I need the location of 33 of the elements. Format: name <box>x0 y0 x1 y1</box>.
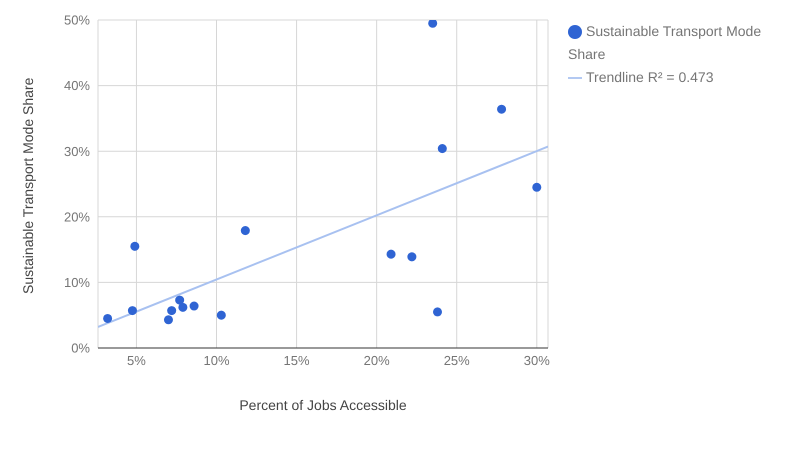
point <box>428 20 438 28</box>
point <box>386 250 396 259</box>
point <box>532 182 542 192</box>
y-tick-label: 20% <box>64 209 90 224</box>
legend-label: Sustainable Transport Mode Share <box>568 23 762 62</box>
x-tick-label: 20% <box>364 353 390 368</box>
point <box>164 315 173 324</box>
y-tick-label: 0% <box>71 340 90 356</box>
y-tick-label: 50% <box>64 12 90 28</box>
x-tick-label: 25% <box>444 353 470 368</box>
x-tick-label: 30% <box>524 353 550 368</box>
point <box>130 242 140 251</box>
point <box>240 226 250 236</box>
x-tick-label: 15% <box>284 353 310 368</box>
point <box>497 104 506 114</box>
point <box>216 310 226 320</box>
point <box>128 306 137 316</box>
x-axis-title: Percent of Jobs Accessible <box>239 397 407 413</box>
x-tick-label: 10% <box>203 353 230 368</box>
point <box>438 144 447 154</box>
point <box>175 296 184 305</box>
y-tick-label: 40% <box>64 78 90 94</box>
point <box>190 302 199 311</box>
y-tick-label: 30% <box>64 144 90 159</box>
legend-label: Trendline R² = 0.473 <box>586 69 714 85</box>
x-tick-label: 5% <box>127 353 146 368</box>
point <box>167 306 176 316</box>
point <box>103 314 112 323</box>
point <box>432 307 442 316</box>
point <box>178 302 188 312</box>
y-tick-label: 10% <box>64 275 90 290</box>
y-axis-title: Sustainable Transport Mode Share <box>20 77 36 294</box>
point <box>407 252 416 262</box>
